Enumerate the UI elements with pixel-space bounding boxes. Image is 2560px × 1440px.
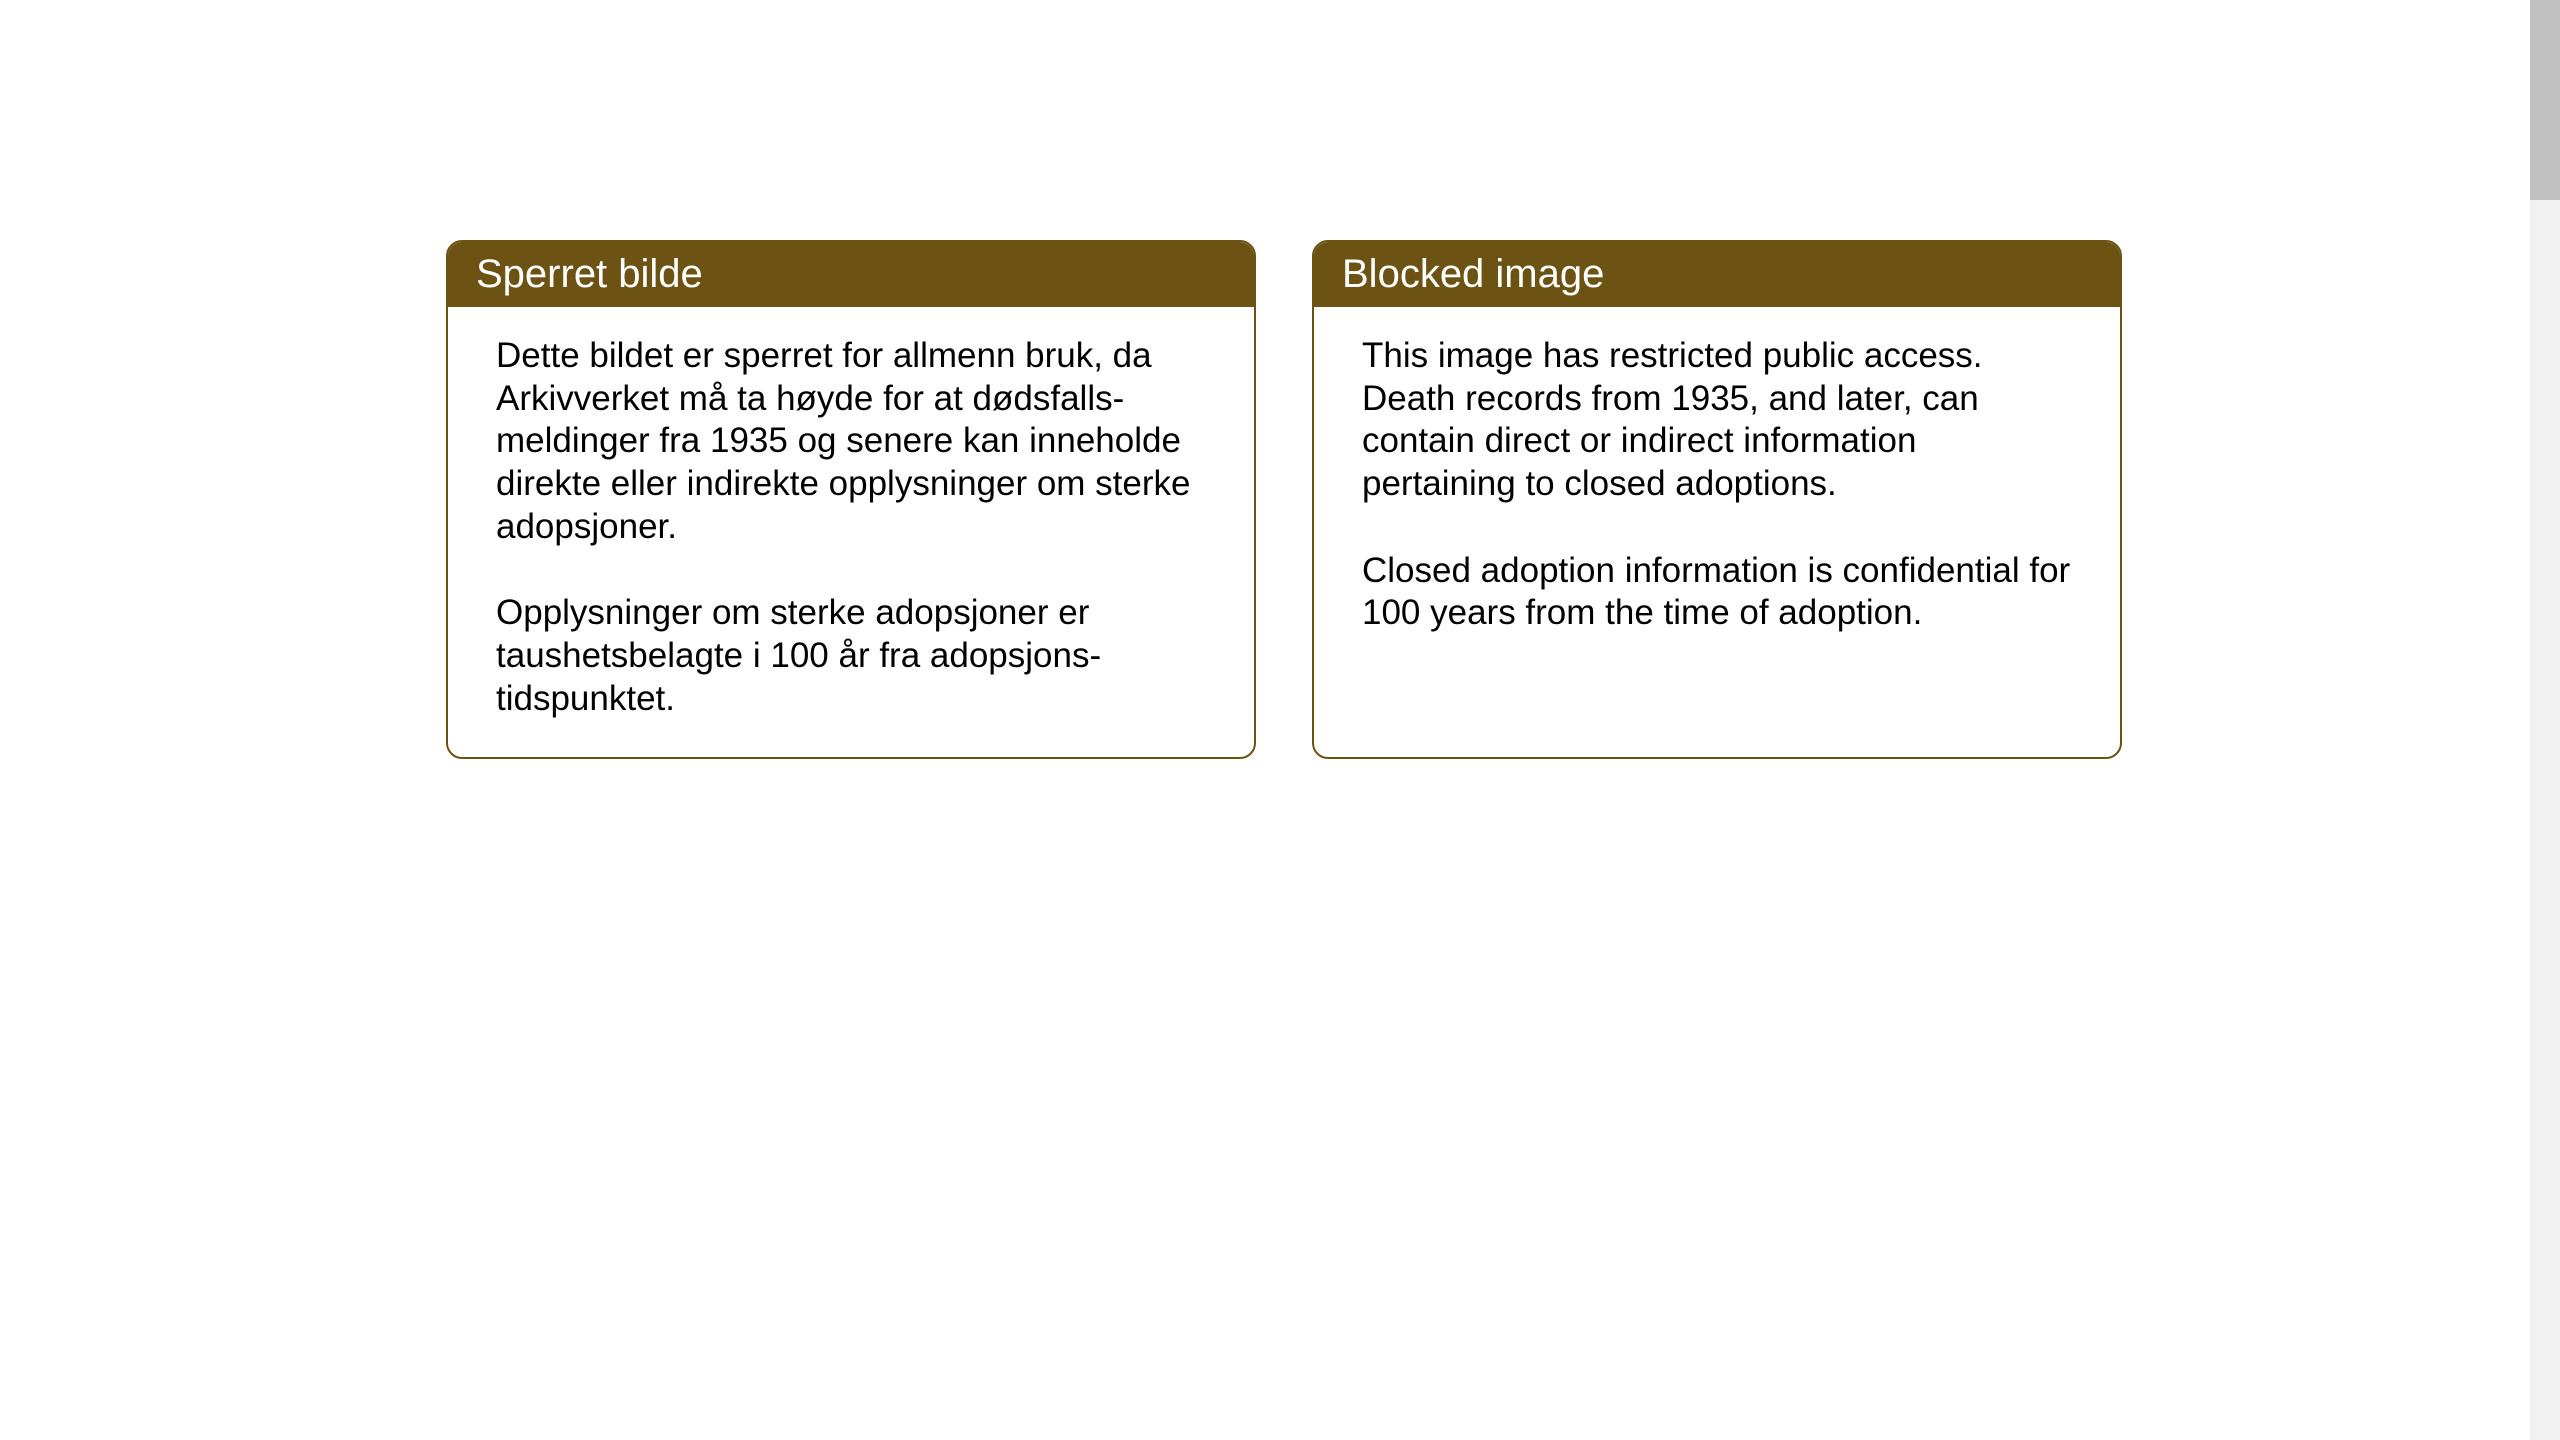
scrollbar-track[interactable] (2530, 0, 2560, 1440)
english-card-body: This image has restricted public access.… (1314, 307, 2120, 747)
notice-container: Sperret bilde Dette bildet er sperret fo… (446, 240, 2122, 759)
norwegian-paragraph-1: Dette bildet er sperret for allmenn bruk… (496, 335, 1206, 548)
english-card-title: Blocked image (1314, 242, 2120, 307)
norwegian-card-body: Dette bildet er sperret for allmenn bruk… (448, 307, 1254, 757)
english-notice-card: Blocked image This image has restricted … (1312, 240, 2122, 759)
scrollbar-thumb[interactable] (2530, 0, 2560, 200)
english-paragraph-1: This image has restricted public access.… (1362, 335, 2072, 506)
english-paragraph-2: Closed adoption information is confident… (1362, 550, 2072, 635)
norwegian-card-title: Sperret bilde (448, 242, 1254, 307)
norwegian-paragraph-2: Opplysninger om sterke adopsjoner er tau… (496, 592, 1206, 720)
norwegian-notice-card: Sperret bilde Dette bildet er sperret fo… (446, 240, 1256, 759)
